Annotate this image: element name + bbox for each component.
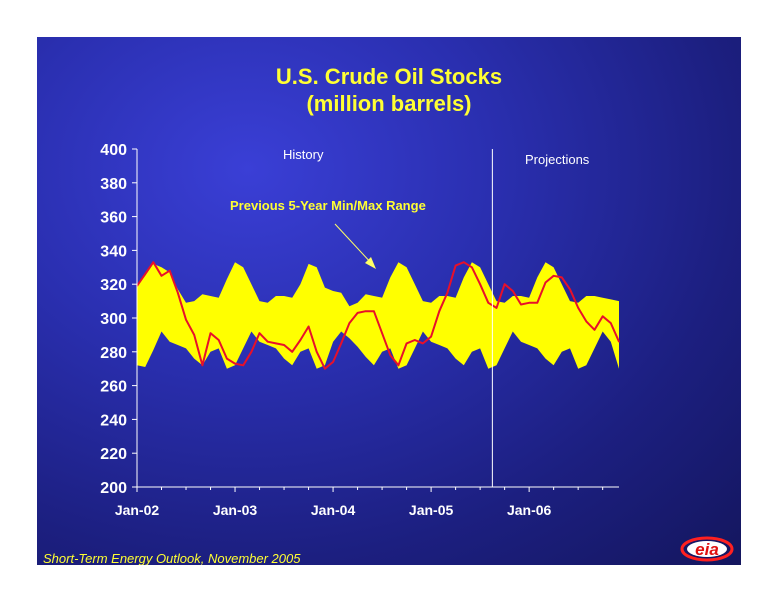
stocks-point [373, 310, 375, 313]
slide-background: U.S. Crude Oil Stocks (million barrels) … [37, 37, 741, 565]
stocks-point [201, 364, 204, 367]
stocks-point [283, 344, 285, 346]
x-tick-label: Jan-02 [115, 502, 160, 518]
stocks-point [528, 302, 530, 304]
band-layer [137, 262, 619, 369]
stocks-point [552, 275, 555, 277]
y-tick-label: 240 [100, 412, 127, 429]
stocks-point [168, 269, 171, 272]
stocks-point [144, 273, 146, 275]
stocks-point [471, 266, 473, 269]
stocks-point [315, 351, 318, 353]
stocks-point [275, 342, 277, 345]
y-tick-label: 220 [100, 446, 127, 463]
logo-swoosh [680, 536, 734, 562]
stocks-point [324, 367, 326, 370]
stocks-point [503, 283, 506, 285]
stocks-point [217, 339, 220, 341]
x-tick-label: Jan-06 [507, 502, 552, 518]
stocks-point [242, 364, 244, 367]
stocks-point [463, 261, 465, 263]
y-tick-label: 200 [100, 480, 127, 497]
stocks-point [422, 342, 424, 345]
stocks-point [593, 329, 596, 331]
stocks-point [185, 318, 187, 321]
stocks-point [364, 310, 367, 313]
stocks-point [397, 364, 400, 367]
stocks-point [389, 354, 392, 357]
logo-inner [687, 541, 727, 557]
stocks-point [610, 322, 612, 324]
stocks-point [601, 315, 604, 318]
y-tick-label: 300 [100, 311, 127, 328]
stocks-point [430, 335, 432, 338]
stocks-point [438, 310, 441, 313]
stocks-point [291, 351, 293, 353]
range-arrow-line [334, 223, 374, 266]
y-tick-label: 260 [100, 379, 127, 396]
stocks-point [348, 322, 351, 324]
stocks-point [479, 283, 481, 285]
stocks-point [381, 332, 383, 335]
stocks-point [414, 339, 416, 341]
stocks-point [226, 357, 228, 360]
stocks-series-line [136, 261, 620, 370]
stocks-point [152, 261, 155, 263]
history-label: History [283, 147, 324, 162]
stocks-point [487, 302, 490, 304]
stocks-point [160, 275, 163, 277]
logo-text: eia [695, 540, 719, 559]
stocks-point [618, 340, 620, 343]
y-tick-label: 340 [100, 243, 127, 260]
stocks-point [569, 288, 571, 291]
stocks-point [209, 332, 212, 335]
eia-logo-icon: eia [680, 536, 734, 562]
chart-title: U.S. Crude Oil Stocks (million barrels) [37, 63, 741, 117]
stocks-point [234, 362, 236, 365]
x-tick-label: Jan-05 [409, 502, 454, 518]
stocks-point [561, 276, 563, 279]
stocks-point [536, 302, 539, 304]
axes-layer: 200 220 240 260 280 300 320 340 360 380 400 Jan-02 J… [100, 142, 619, 518]
stocks-point [258, 332, 261, 335]
stocks-point [299, 339, 302, 341]
stocks-point [340, 342, 343, 345]
footer-source: Short-Term Energy Outlook, November 2005 [43, 551, 301, 565]
stocks-point [577, 307, 579, 309]
chart-plot: 200 220 240 260 280 300 320 340 360 380 400 Jan-02 J… [100, 142, 620, 518]
chart-subtitle: (million barrels) [306, 91, 472, 116]
minmax-range-band [137, 262, 619, 369]
stocks-point [177, 291, 179, 294]
stocks-point [512, 290, 514, 292]
x-tick-label: Jan-03 [213, 502, 258, 518]
range-label: Previous 5-Year Min/Max Range [230, 198, 426, 213]
stocks-point [405, 342, 408, 345]
stocks-point [495, 307, 498, 309]
stocks-point [356, 312, 359, 314]
y-tick-label: 400 [100, 142, 127, 159]
range-arrowhead [365, 257, 376, 269]
stocks-point [193, 334, 195, 336]
stocks-point [332, 361, 334, 363]
stocks-point [454, 264, 457, 267]
stocks-point [585, 320, 588, 323]
stocks-point [544, 281, 547, 284]
stocks-point [266, 340, 269, 343]
stocks-point [307, 325, 310, 328]
y-tick-label: 380 [100, 176, 127, 193]
y-tick-label: 280 [100, 345, 127, 362]
projections-label: Projections [525, 152, 590, 167]
line-layer [136, 261, 620, 370]
stocks-point [446, 291, 449, 294]
x-tick-label: Jan-04 [311, 502, 356, 518]
y-tick-label: 320 [100, 277, 127, 294]
stocks-point [250, 351, 253, 353]
chart-title-line1: U.S. Crude Oil Stocks [275, 64, 503, 89]
y-tick-label: 360 [100, 210, 127, 227]
stocks-point [520, 303, 522, 306]
